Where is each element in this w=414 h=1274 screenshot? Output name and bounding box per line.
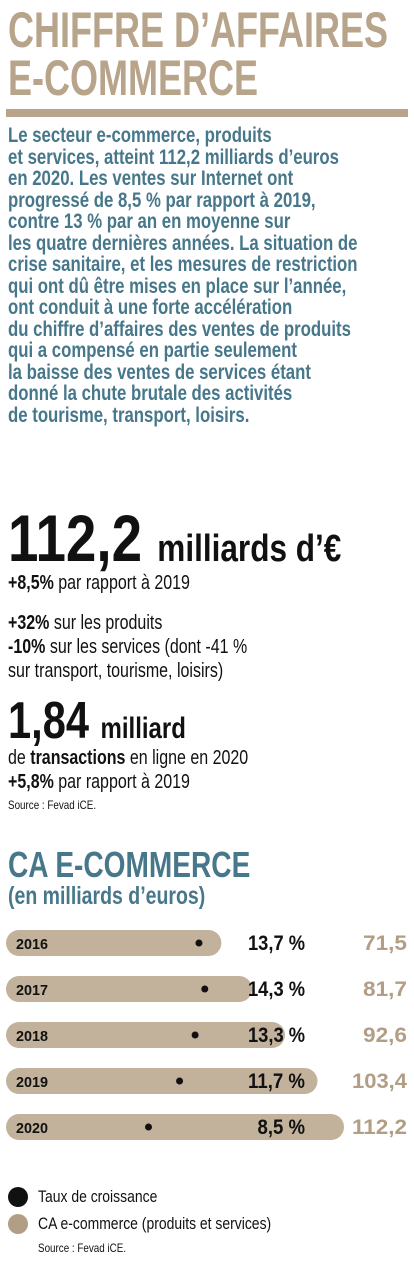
chart-bar [6, 1022, 285, 1048]
services-change: -10% sur les services (dont -41 % [8, 636, 247, 658]
chart-category-label: 2018 [16, 1028, 48, 1045]
chart-growth-point [201, 985, 209, 993]
intro-line: contre 13 % par an en moyenne sur [8, 209, 291, 233]
title-line-2: E-COMMERCE [8, 50, 258, 106]
chart-category-label: 2017 [16, 982, 48, 999]
revenue-change-value: +8,5% [8, 572, 54, 594]
chart-growth-label: 14,3 % [248, 978, 305, 1001]
legend-swatch-growth [8, 1187, 28, 1207]
chart-category-label: 2020 [16, 1120, 48, 1137]
services-change-value: -10% [8, 636, 46, 658]
legend-label-growth: Taux de croissance [38, 1187, 158, 1206]
chart-growth-label: 13,3 % [248, 1024, 305, 1047]
chart-value-label: 103,4 [352, 1070, 407, 1093]
chart-value-label: 112,2 [352, 1116, 407, 1139]
intro-line: de tourisme, transport, loisirs. [8, 402, 250, 427]
chart-title-main: CA E-COMMERCE [8, 844, 251, 885]
intro-paragraph: Le secteur e-commerce, produits et servi… [8, 123, 358, 427]
intro-line: les quatre dernières années. La situatio… [8, 230, 358, 255]
stats-source: Source : Fevad iCE. [8, 798, 97, 812]
services-change-text: sur les services (dont -41 % [49, 636, 248, 658]
transactions-text: de transactions en ligne en 2020 [8, 747, 248, 769]
transactions-prefix: de [8, 747, 26, 769]
chart-category-label: 2019 [16, 1074, 48, 1091]
title-divider [6, 109, 408, 117]
revenue-value: 112,2 [8, 501, 143, 575]
chart-category-label: 2016 [16, 936, 48, 953]
chart-growth-point [191, 1031, 199, 1039]
chart-value-label: 71,5 [363, 932, 407, 955]
chart-bar [6, 1114, 344, 1140]
products-change-text: sur les produits [53, 612, 163, 634]
chart-value-label: 81,7 [363, 978, 407, 1001]
chart-bar [6, 1068, 318, 1094]
chart-bar [6, 930, 222, 956]
legend-swatch-revenue [8, 1214, 28, 1234]
transactions-change: +5,8% par rapport à 2019 [8, 771, 190, 793]
chart-growth-point [195, 939, 203, 947]
revenue-bar-chart: 2016 13,7 % 71,5 2017 14,3 % 81,7 2018 13,3 % 92… [6, 930, 407, 1140]
revenue-change-text: par rapport à 2019 [58, 572, 190, 594]
intro-line: en 2020. Les ventes sur Internet ont [8, 166, 294, 190]
transactions-change-value: +5,8% [8, 771, 54, 793]
title-line-1: CHIFFRE D’AFFAIRES [8, 2, 389, 58]
intro-line: progressé de 8,5 % par rapport à 2019, [8, 187, 316, 212]
transactions-headline: 1,84 milliard [8, 695, 186, 755]
chart-bar [6, 976, 253, 1002]
chart-growth-point [145, 1123, 152, 1131]
revenue-headline: 112,2 milliards d’€ [8, 505, 341, 582]
transactions-value: 1,84 [8, 692, 89, 750]
intro-line: qui ont dû être mises en place sur l’ann… [8, 273, 347, 298]
transactions-bold: transactions [30, 747, 126, 769]
chart-value-label: 92,6 [363, 1024, 407, 1047]
intro-line: la baisse des ventes de services étant [8, 359, 311, 384]
revenue-unit: milliards d’€ [157, 528, 342, 570]
chart-source: Source : Fevad iCE. [38, 1241, 127, 1255]
page-title: CHIFFRE D’AFFAIRES E-COMMERCE [8, 2, 389, 106]
intro-line: et services, atteint 112,2 milliards d’e… [8, 144, 339, 169]
legend-label-revenue: CA e-commerce (produits et services) [38, 1214, 272, 1233]
products-change: +32% sur les produits [8, 612, 162, 634]
transactions-change-text: par rapport à 2019 [58, 771, 190, 793]
chart-subtitle: (en milliards d’euros) [8, 882, 206, 910]
intro-line: crise sanitaire, et les mesures de restr… [8, 252, 358, 276]
intro-line: du chiffre d’affaires des ventes de prod… [8, 316, 351, 341]
chart-title: CA E-COMMERCE (en milliards d’euros) [8, 844, 251, 910]
services-change-detail: sur transport, tourisme, loisirs) [8, 660, 224, 682]
intro-line: qui a compensé en partie seulement [8, 338, 297, 362]
chart-growth-label: 11,7 % [248, 1070, 305, 1093]
transactions-suffix: en ligne en 2020 [129, 747, 249, 769]
revenue-change: +8,5% par rapport à 2019 [8, 572, 190, 594]
transactions-unit: milliard [100, 712, 186, 745]
intro-line: donné la chute brutale des activités [8, 381, 293, 405]
chart-growth-label: 8,5 % [258, 1116, 306, 1139]
intro-line: Le secteur e-commerce, produits [8, 123, 272, 147]
chart-growth-point [176, 1077, 184, 1085]
intro-line: ont conduit à une forte accélération [8, 295, 293, 319]
chart-growth-label: 13,7 % [248, 932, 305, 955]
products-change-value: +32% [8, 612, 50, 634]
